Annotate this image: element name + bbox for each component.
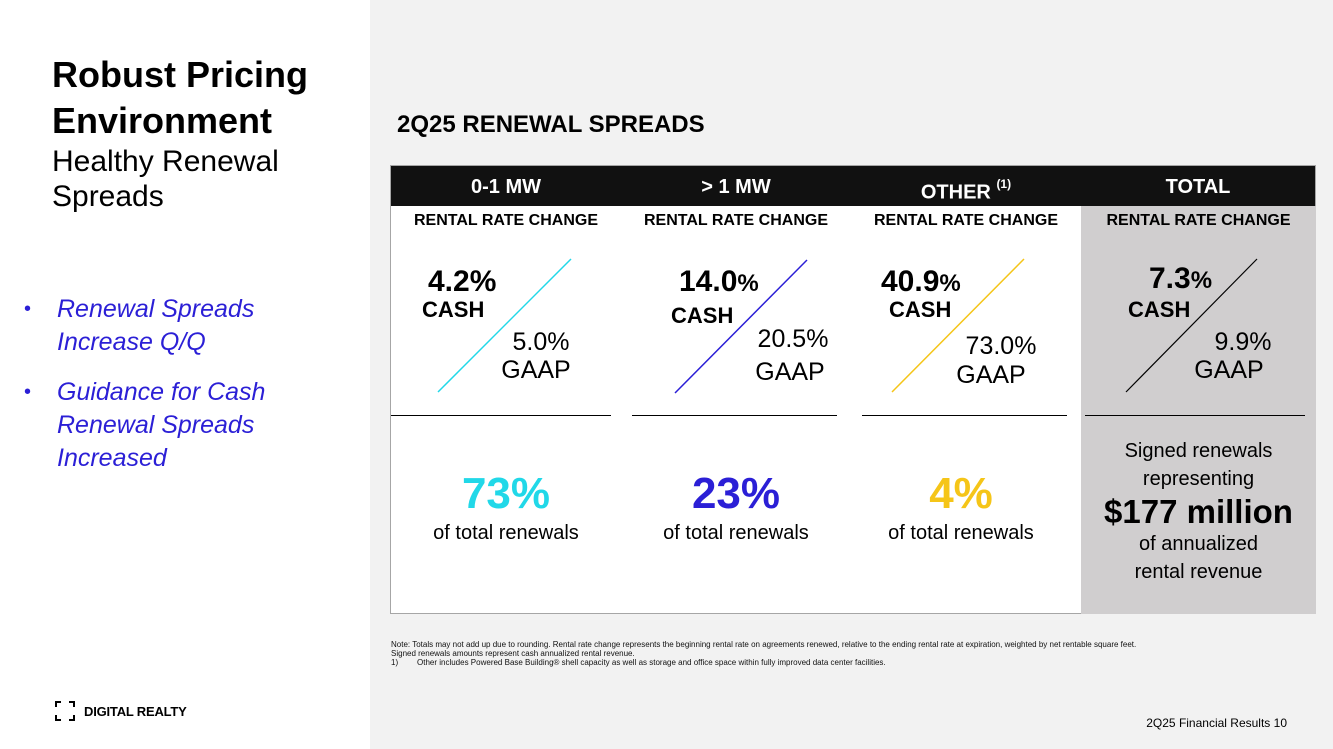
total-amount: $177 million [1104,493,1293,530]
rental-rate-change-label: RENTAL RATE CHANGE [1106,212,1291,229]
diagonal-divider [437,258,572,393]
gaap-value: 73.0% [965,332,1037,360]
gaap-label: GAAP [956,361,1026,389]
row-separator [632,415,837,416]
bullet-item: • Renewal Spreads Increase Q/Q [24,293,354,359]
rental-rate-change-label: RENTAL RATE CHANGE [644,212,828,229]
share-value: 23% [691,469,781,518]
bullet-list: • Renewal Spreads Increase Q/Q • Guidanc… [24,293,354,492]
share-label: of total renewals [888,522,1034,544]
rental-rate-change-label: RENTAL RATE CHANGE [874,212,1058,229]
left-panel: Robust Pricing Environment Healthy Renew… [0,0,370,749]
row-separator [862,415,1067,416]
rental-rate-change-label: RENTAL RATE CHANGE [414,212,598,229]
diagonal-divider [674,259,808,394]
slide-subtitle: Healthy Renewal Spreads [52,145,279,213]
row-separator [1085,415,1305,416]
gaap-value: 9.9% [1214,328,1272,356]
header-total: TOTAL [1165,176,1231,198]
logo-bracket-icon [55,701,75,721]
page-footer: 2Q25 Financial Results 10 [1146,716,1287,730]
bullet-item: • Guidance for Cash Renewal Spreads Incr… [24,376,354,475]
renewal-spreads-table: 0-1 MW > 1 MW OTHER (1) TOTAL RENTAL RAT… [390,165,1316,614]
cash-label: CASH [1128,297,1191,322]
total-text-line: representing [1142,468,1255,490]
slide-title: Robust Pricing Environment [52,54,309,141]
digital-realty-logo: DIGITAL REALTY [55,701,187,721]
header-other: OTHER (1) [920,177,1012,204]
diagonal-divider [891,258,1025,393]
cash-label: CASH [889,297,952,322]
gaap-label: GAAP [1194,356,1264,384]
total-text-line: Signed renewals [1124,440,1273,462]
gaap-value: 5.0% [512,328,570,356]
cash-value: 4.2% [428,265,497,298]
share-value: 4% [929,469,993,518]
bullet-dot: • [24,381,32,403]
cash-label: CASH [422,297,485,322]
footnotes: Note: Totals may not add up due to round… [391,640,1137,667]
cash-value: 7.3% [1149,262,1213,295]
gaap-label: GAAP [501,356,571,384]
share-label: of total renewals [433,522,579,544]
table-header-bar [391,166,1315,206]
share-value: 73% [461,469,551,518]
section-title: 2Q25 RENEWAL SPREADS [397,111,705,138]
cash-label: CASH [671,303,734,328]
cash-value: 14.0% [679,265,759,298]
cash-value: 40.9% [881,265,961,298]
gaap-value: 20.5% [757,325,829,353]
header-0-1-mw: 0-1 MW [471,176,541,198]
row-separator [391,415,611,416]
total-text-line: rental revenue [1134,561,1263,583]
header-over-1-mw: > 1 MW [701,176,771,198]
diagonal-divider [1125,258,1258,393]
bullet-dot: • [24,298,32,320]
total-column-background [1081,206,1316,614]
share-label: of total renewals [663,522,809,544]
gaap-label: GAAP [755,358,825,386]
total-text-line: of annualized [1139,533,1258,555]
